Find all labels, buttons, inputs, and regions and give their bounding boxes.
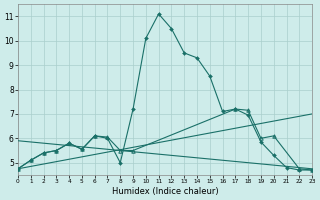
X-axis label: Humidex (Indice chaleur): Humidex (Indice chaleur)	[112, 187, 218, 196]
